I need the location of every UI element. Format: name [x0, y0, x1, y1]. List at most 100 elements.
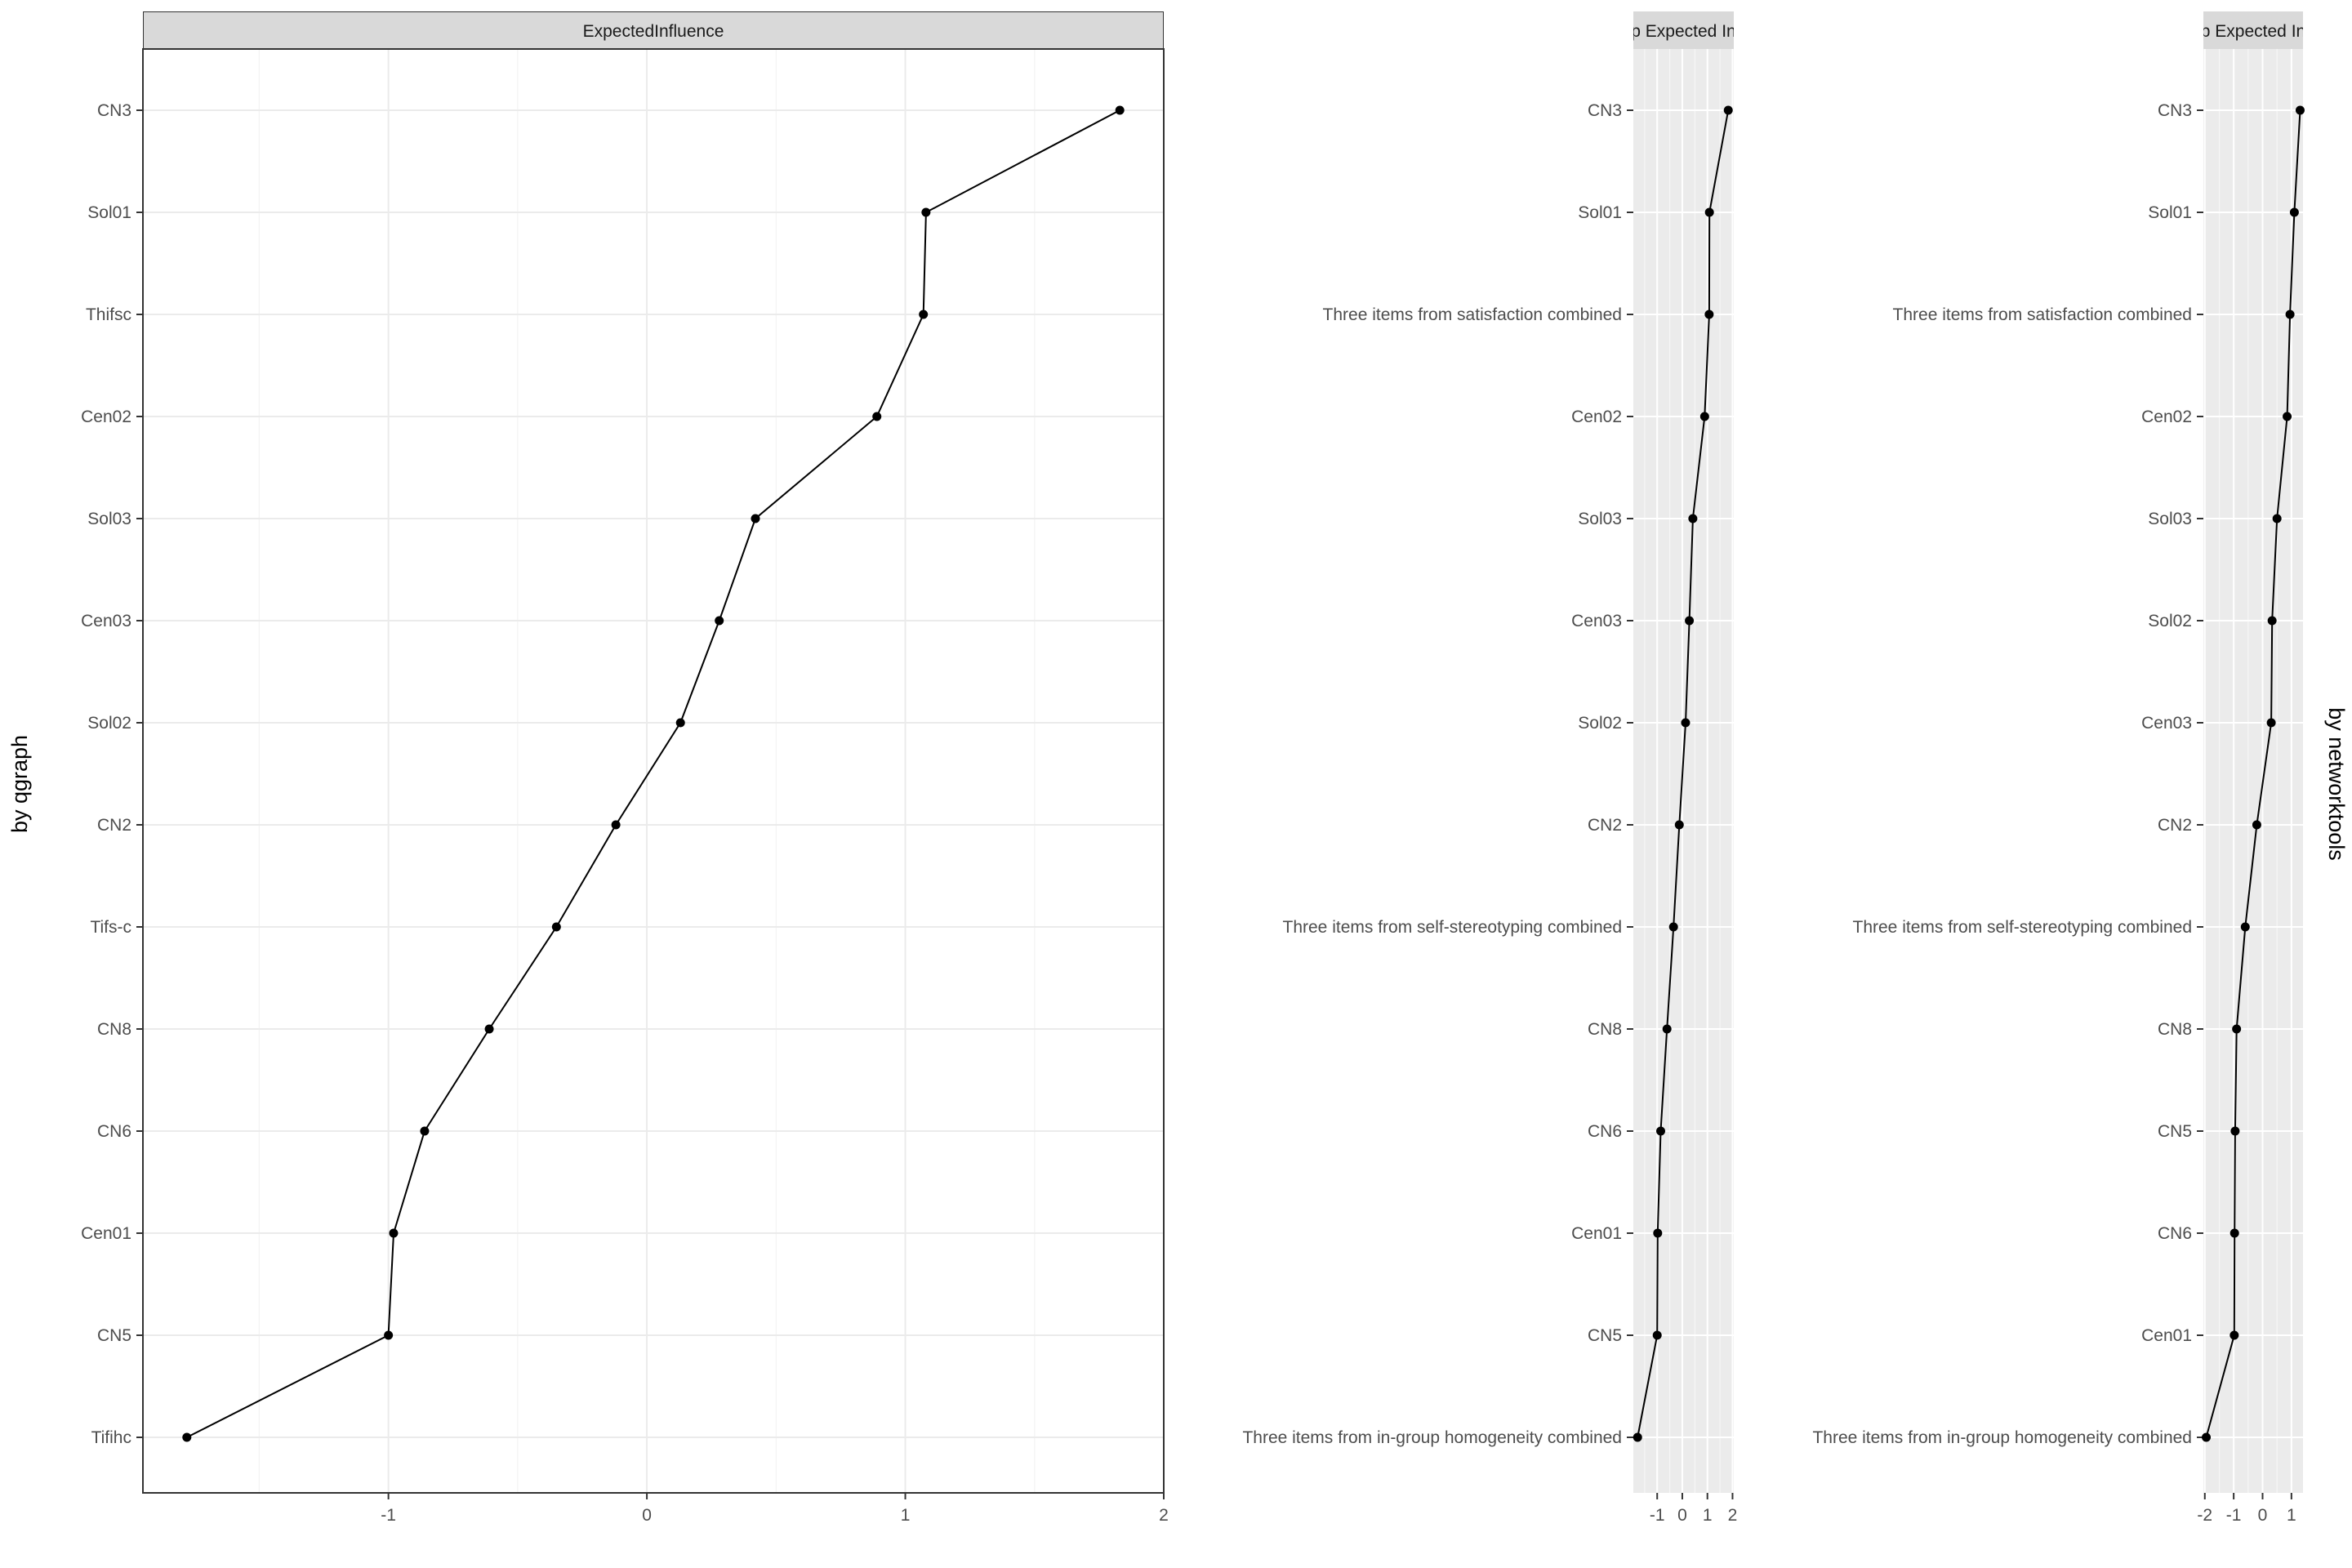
y-tick-label: CN2 — [1588, 816, 1622, 835]
data-point — [1705, 208, 1714, 217]
data-point — [872, 412, 881, 421]
data-point — [2290, 208, 2299, 217]
x-tick-label: 1 — [1703, 1506, 1713, 1525]
data-point — [2273, 514, 2282, 523]
y-tick-label: CN3 — [97, 101, 131, 120]
x-tick-label: 1 — [901, 1506, 911, 1525]
y-tick-label: CN5 — [2158, 1122, 2192, 1141]
y-tick-label: CN8 — [1588, 1020, 1622, 1039]
y-tick-label: CN5 — [1588, 1326, 1622, 1345]
data-point — [1656, 1127, 1665, 1136]
y-tick-label: Sol02 — [2148, 612, 2192, 630]
data-point — [2230, 1331, 2238, 1340]
data-point — [1700, 412, 1709, 421]
y-tick-label: CN5 — [97, 1326, 131, 1345]
data-point — [1653, 1331, 1662, 1340]
panel-3: p Expected In -2 -1 0 1 CN3 Sol01 Three items f… — [1812, 11, 2305, 1525]
data-point — [2268, 617, 2277, 626]
y-tick-label: Cen01 — [2141, 1326, 2192, 1345]
data-point — [1653, 1229, 1662, 1238]
data-point — [1669, 923, 1678, 932]
y-tick-label: Sol02 — [1578, 714, 1622, 733]
strip: p Expected In — [1631, 11, 1735, 49]
y-tick-label: Sol01 — [87, 203, 131, 222]
data-point — [1724, 106, 1733, 115]
y-tick-label: Sol02 — [87, 714, 131, 733]
data-point — [420, 1127, 429, 1136]
data-point — [485, 1025, 494, 1034]
y-tick-label: Sol01 — [2148, 203, 2192, 222]
x-tick-label: -2 — [2197, 1506, 2212, 1525]
data-point — [921, 208, 930, 217]
x-tick-label: 2 — [1728, 1506, 1738, 1525]
data-point — [2296, 106, 2305, 115]
x-tick-label: 0 — [1677, 1506, 1687, 1525]
panel-2: p Expected In -1 0 1 2 CN3 Sol01 Three items fr… — [1242, 11, 1737, 1525]
data-point — [919, 310, 928, 319]
data-point — [2252, 821, 2261, 830]
y-tick-label: Cen03 — [2141, 714, 2192, 733]
y-tick-label: CN6 — [97, 1122, 131, 1141]
data-point — [552, 923, 561, 932]
y-tick-label: Cen02 — [1571, 408, 1622, 426]
y-tick-label: Three items from in-group homogeneity co… — [1812, 1428, 2192, 1447]
data-point — [384, 1331, 393, 1340]
data-point — [2267, 719, 2276, 728]
data-point — [2283, 412, 2292, 421]
y-tick-label: Three items from in-group homogeneity co… — [1242, 1428, 1622, 1447]
x-tick-label: 0 — [642, 1506, 652, 1525]
y-tick-label: Cen01 — [1571, 1224, 1622, 1243]
y-tick-label: Cen02 — [2141, 408, 2192, 426]
data-point — [1116, 106, 1125, 115]
x-tick-label: -1 — [1650, 1506, 1665, 1525]
x-tick-label: -1 — [2226, 1506, 2242, 1525]
data-point — [2230, 1127, 2239, 1136]
data-point — [2202, 1433, 2211, 1442]
panel-background — [1633, 49, 1734, 1493]
side-label-qgraph: by qgraph — [7, 735, 32, 833]
data-point — [389, 1229, 398, 1238]
data-point — [182, 1433, 191, 1442]
x-tick-label: 2 — [1159, 1506, 1169, 1525]
y-tick-label: Sol03 — [1578, 510, 1622, 528]
y-tick-label: Cen03 — [1571, 612, 1622, 630]
x-tick-label: -1 — [381, 1506, 396, 1525]
y-tick-label: Three items from satisfaction combined — [1893, 305, 2192, 324]
y-tick-label: CN2 — [2158, 816, 2192, 835]
y-tick-label: Thifsc — [86, 305, 131, 324]
data-point — [751, 514, 760, 523]
y-tick-label: Tifs-c — [90, 918, 131, 937]
data-point — [2230, 1229, 2239, 1238]
data-point — [2286, 310, 2295, 319]
y-tick-label: Three items from satisfaction combined — [1323, 305, 1622, 324]
y-tick-label: CN2 — [97, 816, 131, 835]
data-point — [2232, 1025, 2241, 1034]
y-tick-label: Three items from self-stereotyping combi… — [1853, 918, 2193, 937]
data-point — [1704, 310, 1713, 319]
panel-background — [143, 49, 1164, 1493]
x-tick-label: 0 — [2258, 1506, 2268, 1525]
data-point — [1688, 514, 1697, 523]
strip-title: p Expected In — [2201, 22, 2305, 41]
data-point — [1663, 1025, 1672, 1034]
y-tick-label: CN3 — [1588, 101, 1622, 120]
panel-background — [2203, 49, 2303, 1493]
strip-title: p Expected In — [1631, 22, 1735, 41]
strip: p Expected In — [2201, 11, 2305, 49]
data-point — [1675, 821, 1684, 830]
data-point — [715, 617, 724, 626]
data-point — [676, 719, 685, 728]
y-tick-label: CN3 — [2158, 101, 2192, 120]
x-tick-label: 1 — [2287, 1506, 2296, 1525]
strip: ExpectedInfluence — [143, 11, 1164, 49]
panel-1: ExpectedInfluence -1 0 1 2 CN3 Sol01 Thifsc Cen0… — [81, 11, 1169, 1525]
y-tick-label: CN6 — [2158, 1224, 2192, 1243]
y-tick-label: Tifihc — [91, 1428, 131, 1447]
y-tick-label: Cen03 — [81, 612, 131, 630]
y-tick-label: Sol01 — [1578, 203, 1622, 222]
data-point — [1633, 1433, 1642, 1442]
data-point — [612, 821, 621, 830]
y-tick-label: CN6 — [1588, 1122, 1622, 1141]
y-tick-label: Sol03 — [87, 510, 131, 528]
